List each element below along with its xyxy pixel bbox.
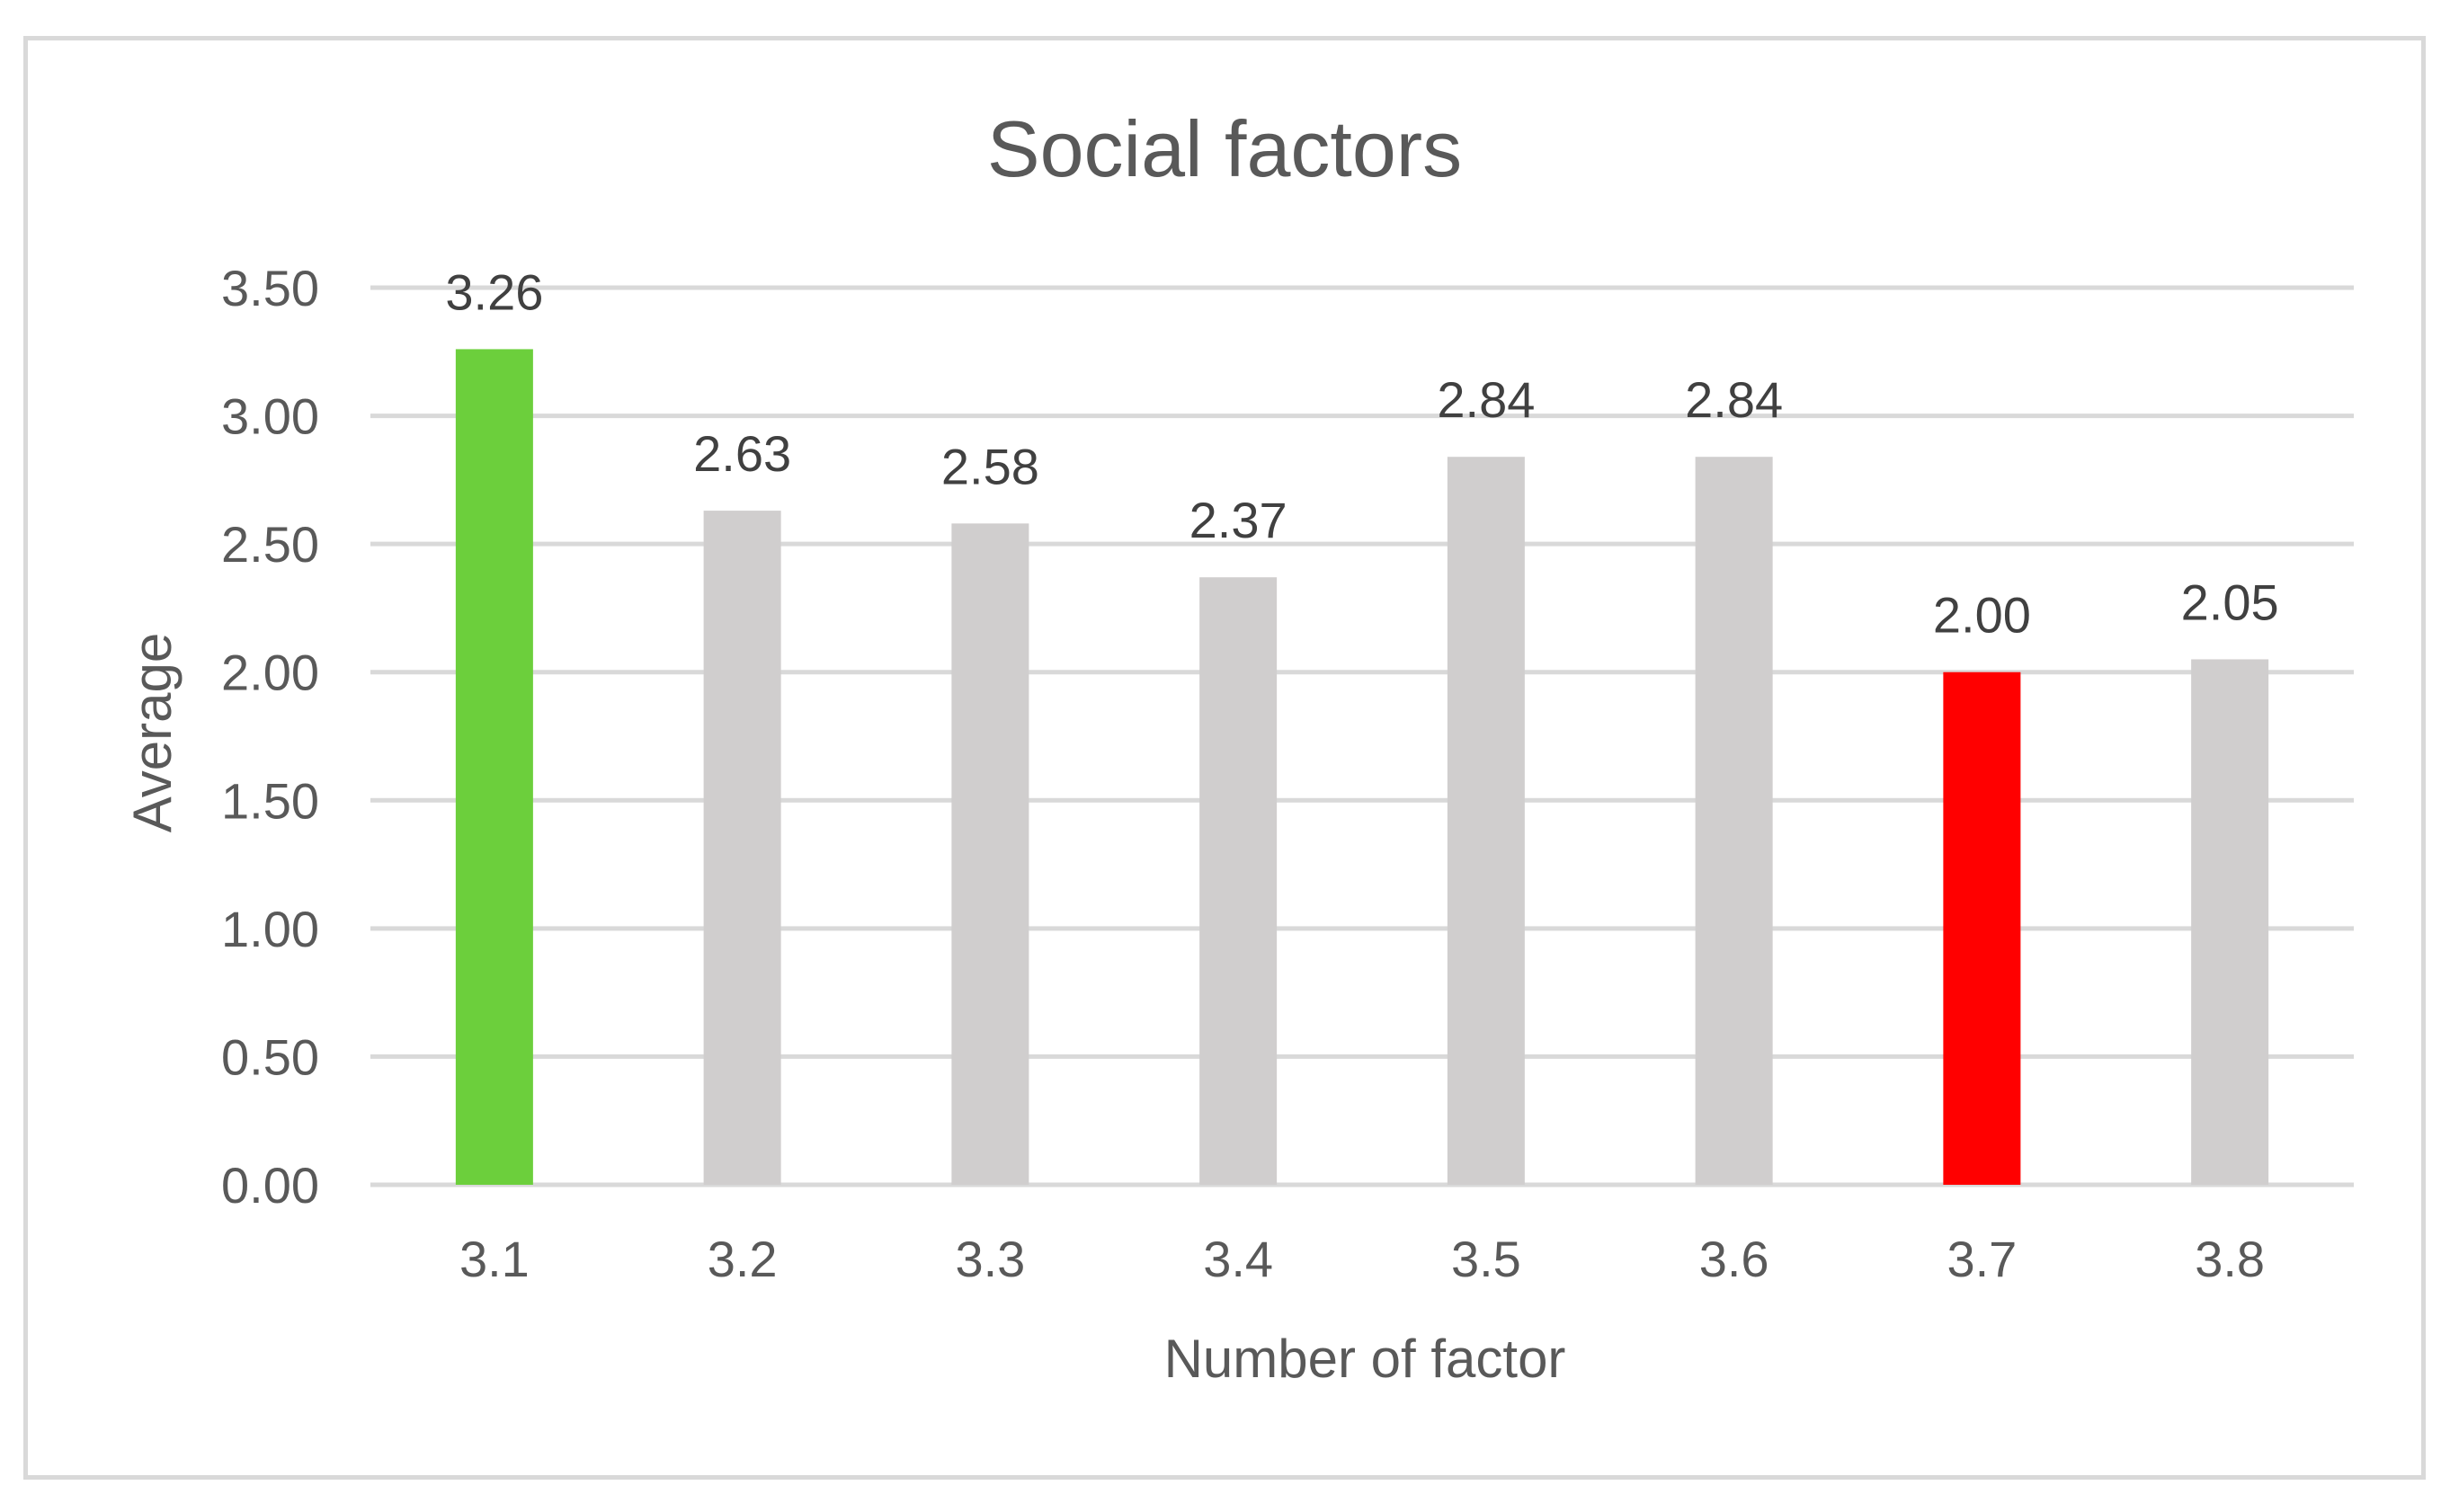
x-tick-label-3.3: 3.3 <box>955 1231 1025 1287</box>
bar-3.3 <box>951 523 1029 1185</box>
y-tick-label: 0.50 <box>221 1028 319 1085</box>
data-label-3.5: 2.84 <box>1437 371 1535 428</box>
x-axis-title: Number of factor <box>1164 1329 1566 1389</box>
y-tick-label: 1.50 <box>221 772 319 829</box>
y-tick-label: 0.00 <box>221 1157 319 1214</box>
bar-3.8 <box>2191 659 2269 1185</box>
data-label-3.1: 3.26 <box>445 263 543 320</box>
data-label-3.3: 2.58 <box>941 438 1039 494</box>
y-axis-tick-labels: 0.00 0.50 1.00 1.50 2.00 2.50 3.00 3.50 <box>221 260 319 1214</box>
data-label-3.7: 2.00 <box>1933 587 2031 644</box>
x-tick-label-3.8: 3.8 <box>2195 1231 2265 1287</box>
data-labels: 3.26 2.63 2.58 2.37 2.84 2.84 2.00 2.05 <box>445 263 2278 643</box>
bar-3.5 <box>1447 457 1525 1185</box>
x-tick-label-3.6: 3.6 <box>1699 1231 1769 1287</box>
data-label-3.8: 2.05 <box>2181 574 2279 630</box>
y-tick-label: 2.50 <box>221 516 319 573</box>
bars <box>455 349 2269 1185</box>
bar-3.2 <box>703 511 781 1185</box>
x-tick-label-3.7: 3.7 <box>1947 1231 2017 1287</box>
gridlines <box>370 285 2354 1187</box>
data-label-3.6: 2.84 <box>1685 371 1783 428</box>
y-tick-label: 3.00 <box>221 388 319 445</box>
y-tick-label: 2.00 <box>221 645 319 701</box>
x-tick-label-3.1: 3.1 <box>459 1231 530 1287</box>
data-label-3.4: 2.37 <box>1189 492 1287 548</box>
y-axis-title: Average <box>122 633 183 832</box>
data-label-3.2: 2.63 <box>693 425 791 482</box>
bar-3.7 <box>1943 672 2021 1185</box>
x-axis-tick-labels: 3.1 3.2 3.3 3.4 3.5 3.6 3.7 3.8 <box>459 1231 2265 1287</box>
x-tick-label-3.5: 3.5 <box>1451 1231 1521 1287</box>
bar-3.6 <box>1695 457 1773 1185</box>
y-tick-label: 1.00 <box>221 901 319 957</box>
bar-3.4 <box>1199 577 1278 1185</box>
y-tick-label: 3.50 <box>221 260 319 316</box>
x-tick-label-3.2: 3.2 <box>708 1231 778 1287</box>
bar-3.1 <box>455 349 533 1185</box>
x-tick-label-3.4: 3.4 <box>1203 1231 1273 1287</box>
chart-title: Social factors <box>987 104 1462 193</box>
